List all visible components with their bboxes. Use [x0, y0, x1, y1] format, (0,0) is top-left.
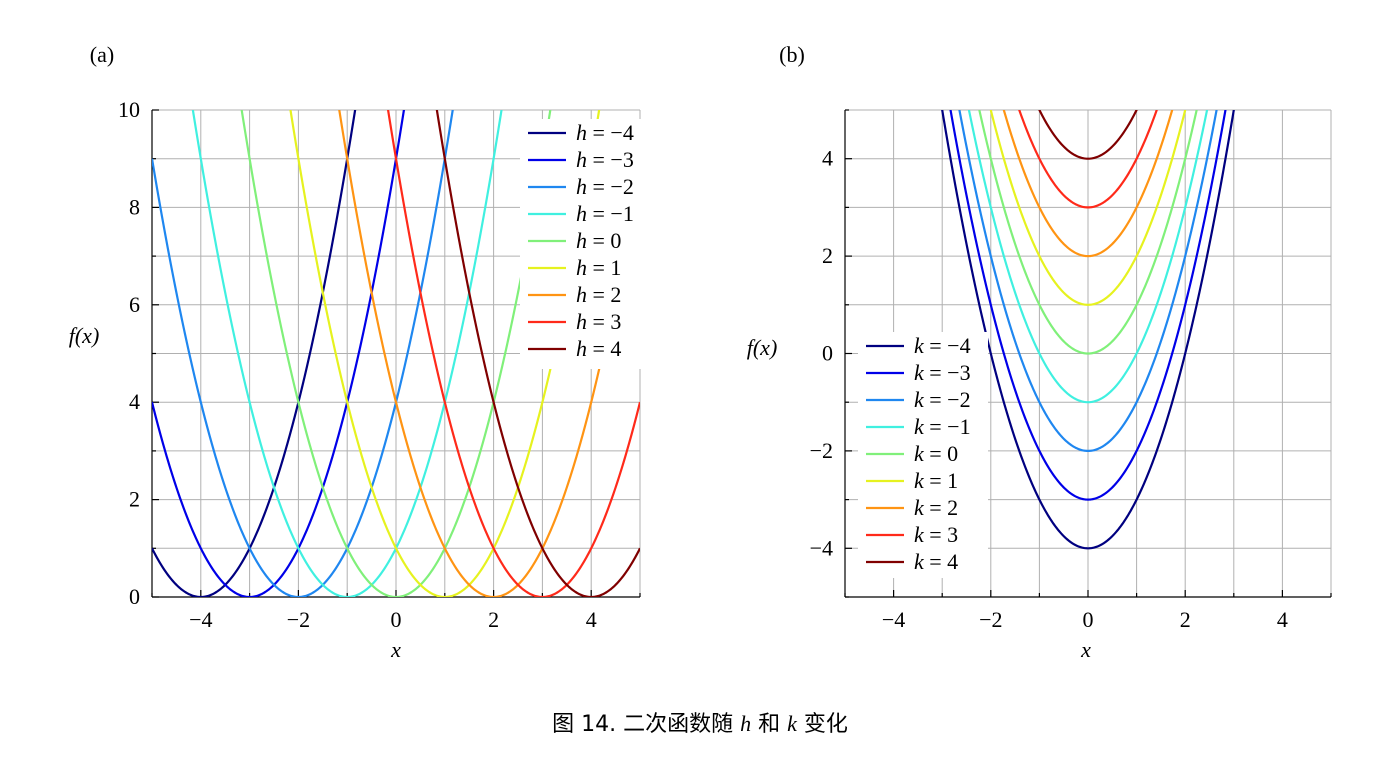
legend-entry-9: k = 4 — [914, 549, 958, 574]
y-tick-label: −4 — [810, 535, 833, 560]
x-tick-label: 2 — [1180, 607, 1191, 632]
series-line-6 — [989, 110, 1187, 306]
series-line-3 — [958, 110, 1218, 453]
legend-entry-3: h = −2 — [576, 174, 634, 199]
y-tick-label: 4 — [129, 389, 140, 414]
legend-entry-3: k = −2 — [914, 387, 971, 412]
legend-entry-4: k = −1 — [914, 414, 971, 439]
series-line-9 — [1038, 110, 1138, 160]
series-line-9 — [435, 110, 640, 597]
legend-entry-1: k = −4 — [914, 333, 971, 358]
caption-middle: 和 — [751, 712, 788, 737]
x-tick-label: −2 — [979, 607, 1002, 632]
legend: h = −4h = −3h = −2h = −1h = 0h = 1h = 2h… — [520, 119, 646, 369]
caption-prefix: 图 14. 二次函数随 — [552, 712, 741, 737]
series-line-1 — [152, 110, 357, 597]
panel-a: −4 −2 0 2 4 0 2 4 6 8 10 x f(x) (a) h = −4h = −3h = −2… — [69, 42, 646, 662]
y-tick-label: 0 — [129, 584, 140, 609]
series-line-8 — [1018, 110, 1158, 209]
y-tick-label: 2 — [129, 487, 140, 512]
series-curves — [941, 110, 1235, 550]
x-tick-label: 0 — [391, 607, 402, 632]
legend-entry-7: k = 2 — [914, 495, 958, 520]
y-tick-label: 6 — [129, 292, 140, 317]
legend-entry-6: h = 1 — [576, 255, 621, 280]
legend-entry-8: k = 3 — [914, 522, 958, 547]
legend-entry-7: h = 2 — [576, 282, 621, 307]
legend-entry-8: h = 3 — [576, 309, 621, 334]
caption-var-h: h — [740, 711, 752, 736]
legend-entry-6: k = 1 — [914, 468, 958, 493]
legend-entry-2: h = −3 — [576, 147, 634, 172]
x-tick-label: −4 — [189, 607, 212, 632]
legend-entry-5: h = 0 — [576, 228, 621, 253]
panel-label: (a) — [90, 42, 114, 67]
series-line-7 — [1002, 110, 1174, 258]
legend: k = −4k = −3k = −2k = −1k = 0k = 1k = 2k… — [858, 332, 988, 578]
x-axis-label: x — [1080, 637, 1091, 662]
legend-entry-5: k = 0 — [914, 441, 958, 466]
panel-label: (b) — [779, 42, 805, 67]
series-line-4 — [967, 110, 1209, 404]
y-axis-label: f(x) — [747, 335, 778, 360]
y-tick-label: 8 — [129, 194, 140, 219]
y-axis-label: f(x) — [69, 323, 100, 348]
series-line-5 — [978, 110, 1198, 355]
series-line-7 — [338, 110, 640, 597]
y-tick-label: −2 — [810, 438, 833, 463]
legend-entry-4: h = −1 — [576, 201, 634, 226]
legend-entry-9: h = 4 — [576, 336, 621, 361]
x-tick-label: −2 — [287, 607, 310, 632]
series-line-8 — [386, 110, 640, 597]
y-tick-label: 4 — [822, 146, 833, 171]
caption-var-k: k — [787, 711, 797, 736]
x-tick-label: −4 — [882, 607, 905, 632]
figure-caption: 图 14. 二次函数随 h 和 k 变化 — [0, 706, 1400, 738]
series-line-1 — [941, 110, 1235, 550]
x-tick-label: 4 — [586, 607, 597, 632]
y-tick-label: 10 — [118, 97, 140, 122]
legend-entry-2: k = −3 — [914, 360, 971, 385]
x-tick-label: 4 — [1277, 607, 1288, 632]
x-tick-label: 2 — [488, 607, 499, 632]
series-line-2 — [949, 110, 1227, 501]
x-axis-label: x — [390, 637, 401, 662]
legend-entry-1: h = −4 — [576, 120, 634, 145]
x-tick-label: 0 — [1083, 607, 1094, 632]
panel-b: −4 −2 0 2 4 −4 −2 0 2 4 x f(x) (b) k = −4k = −3k = −2… — [747, 42, 1332, 662]
caption-suffix: 变化 — [796, 712, 848, 737]
series-curves — [152, 110, 640, 597]
y-tick-label: 2 — [822, 243, 833, 268]
y-tick-label: 0 — [822, 341, 833, 366]
